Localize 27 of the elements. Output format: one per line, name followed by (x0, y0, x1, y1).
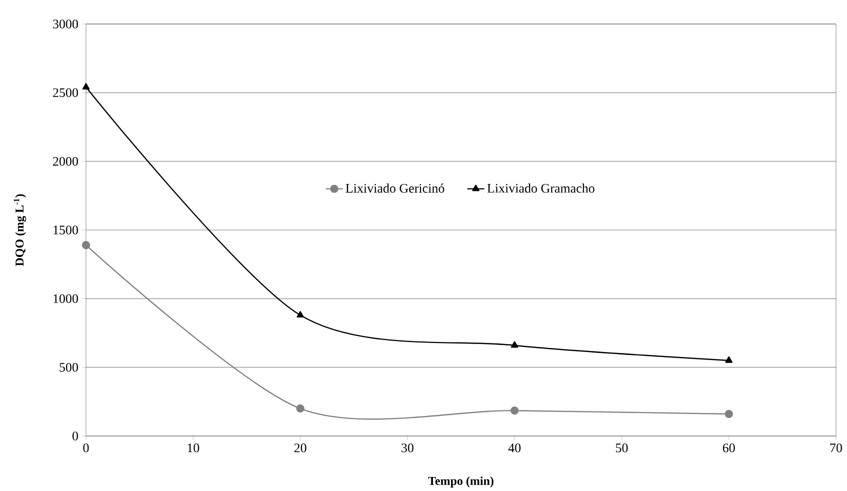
x-tick-label: 60 (722, 444, 735, 452)
x-tick-label: 10 (188, 444, 200, 452)
legend-label: Lixiviado Gericinó (346, 184, 444, 193)
point (725, 356, 732, 363)
y-tick-label: 500 (60, 362, 78, 372)
y-tick-label: 2000 (53, 156, 78, 166)
x-tick-label: 20 (294, 444, 306, 452)
point (296, 311, 304, 318)
x-tick-label: 0 (83, 444, 89, 452)
y-tick-label: 1500 (54, 226, 78, 234)
y-tick-label: 3000 (53, 20, 78, 28)
y-axis-title: DQO (mg L$^{-1}$) (14, 194, 26, 266)
x-tick-label: 30 (402, 444, 414, 452)
point (510, 341, 518, 348)
x-tick-label: 40 (508, 444, 521, 452)
point (82, 83, 90, 90)
x-tick-label: 50 (616, 444, 628, 452)
point (296, 404, 304, 413)
point (82, 241, 90, 250)
x-tick-label: 70 (830, 444, 842, 452)
legend-label: Lixiviado Gramacho (487, 184, 594, 193)
x-axis-title: Tempo (min) (428, 476, 494, 488)
point (724, 410, 733, 418)
y-tick-label: 0 (72, 432, 78, 440)
point (510, 406, 519, 415)
y-tick-label: 2500 (53, 88, 78, 98)
y-tick-label: 1000 (54, 294, 78, 304)
